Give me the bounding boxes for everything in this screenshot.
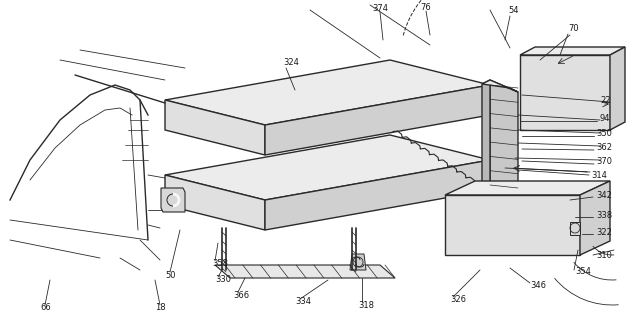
Polygon shape xyxy=(165,175,265,230)
Text: 314: 314 xyxy=(591,171,607,180)
Text: 334: 334 xyxy=(295,298,311,307)
Text: 330: 330 xyxy=(215,276,231,284)
Text: 54: 54 xyxy=(508,5,518,14)
Text: 50: 50 xyxy=(165,270,175,279)
Polygon shape xyxy=(490,80,518,202)
Text: 346: 346 xyxy=(530,281,546,290)
Text: 350: 350 xyxy=(596,129,612,138)
Polygon shape xyxy=(265,85,490,155)
Polygon shape xyxy=(482,80,518,92)
Text: 310: 310 xyxy=(596,251,612,260)
Text: 358: 358 xyxy=(212,259,228,268)
Polygon shape xyxy=(520,55,610,130)
Text: 362: 362 xyxy=(596,142,612,151)
Text: 324: 324 xyxy=(283,58,299,67)
Text: 342: 342 xyxy=(596,190,612,199)
Text: 66: 66 xyxy=(40,303,51,313)
Text: 370: 370 xyxy=(596,156,612,165)
Text: 326: 326 xyxy=(450,295,466,305)
Text: 94: 94 xyxy=(600,114,611,123)
Polygon shape xyxy=(570,222,580,235)
Polygon shape xyxy=(445,195,580,255)
Polygon shape xyxy=(165,135,490,200)
Text: 318: 318 xyxy=(358,300,374,309)
Polygon shape xyxy=(580,181,610,255)
Polygon shape xyxy=(215,265,395,278)
Text: 374: 374 xyxy=(372,4,388,12)
Text: 22: 22 xyxy=(600,95,611,105)
Text: 338: 338 xyxy=(596,211,612,220)
Text: 354: 354 xyxy=(575,268,591,276)
Polygon shape xyxy=(161,188,185,212)
Polygon shape xyxy=(482,80,490,194)
Text: 18: 18 xyxy=(155,303,166,313)
Polygon shape xyxy=(350,254,366,270)
Polygon shape xyxy=(610,47,625,130)
Text: 366: 366 xyxy=(233,291,249,300)
Polygon shape xyxy=(165,100,265,155)
Polygon shape xyxy=(265,160,490,230)
Polygon shape xyxy=(165,60,490,125)
Text: 70: 70 xyxy=(568,23,579,33)
Polygon shape xyxy=(520,47,625,55)
Text: 76: 76 xyxy=(420,3,431,12)
Polygon shape xyxy=(445,181,610,195)
Text: 322: 322 xyxy=(596,228,612,236)
